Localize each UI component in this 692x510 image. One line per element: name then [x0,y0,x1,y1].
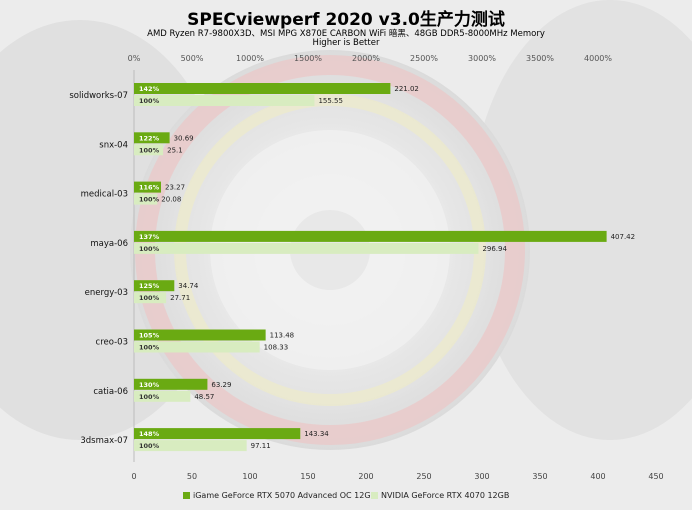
bar-series-2-ratio-label: 100% [139,294,160,302]
top-axis-tick-label: 3500% [526,54,554,63]
bar-series-1 [134,181,161,193]
bottom-axis-tick-label: 250 [416,472,431,481]
category-label: snx-04 [99,140,128,150]
bar-series-2-ratio-label: 100% [139,196,160,204]
bottom-axis-tick-label: 400 [590,472,605,481]
bar-series-1 [134,83,391,94]
bar-series-1-ratio-label: 137% [139,233,160,241]
top-axis-tick-label: 0% [128,54,141,63]
bar-series-1 [134,329,266,341]
bar-series-1 [134,132,170,144]
bar-series-1 [134,230,607,242]
bar-series-1-value-label: 143.34 [304,430,329,438]
bottom-axis-tick-label: 50 [187,472,197,481]
category-label: medical-03 [81,190,128,200]
legend-swatch-series-2 [371,492,378,499]
category-label: creo-03 [96,338,128,348]
bar-series-1 [134,428,301,440]
category-label: solidworks-07 [69,91,128,101]
top-axis-tick-label: 2500% [410,54,438,63]
bar-series-2-value-label: 27.71 [170,294,190,302]
bar-series-2-value-label: 155.55 [318,97,343,105]
category-label: catia-06 [93,387,128,397]
bar-series-1 [134,280,175,292]
top-axis-tick-label: 1000% [236,54,264,63]
bar-series-2-ratio-label: 100% [139,393,160,401]
bar-series-1-value-label: 221.02 [394,85,419,93]
bar-series-2-ratio-label: 100% [139,97,160,105]
bar-series-2-value-label: 48.57 [194,393,214,401]
chart-subtitle: AMD Ryzen R7-9800X3D、MSI MPG X870E CARBO… [147,29,545,39]
bar-series-2 [134,341,260,353]
bottom-axis-tick-label: 350 [532,472,547,481]
bar-series-2-value-label: 108.33 [264,344,289,352]
bar-series-1-value-label: 63.29 [211,381,231,389]
top-axis-tick-label: 500% [181,54,204,63]
bar-series-1-value-label: 30.69 [174,134,194,142]
top-axis-tick-label: 3000% [468,54,496,63]
bar-series-1-value-label: 407.42 [611,233,636,241]
legend-label-series-2: NVIDIA GeForce RTX 4070 12GB [381,491,509,500]
bar-series-1-ratio-label: 105% [139,332,160,340]
top-axis-tick-label: 4000% [584,54,612,63]
bar-series-1-ratio-label: 125% [139,282,160,290]
bar-series-1-value-label: 23.27 [165,184,185,192]
chart-title: SPECviewperf 2020 v3.0生产力测试 [187,10,505,30]
bar-series-1-ratio-label: 130% [139,381,160,389]
bar-series-2-ratio-label: 100% [139,245,160,253]
bar-series-2 [134,242,479,254]
chart-subtitle-note: Higher is Better [312,38,380,48]
bottom-axis-tick-label: 100 [242,472,257,481]
category-label: 3dsmax-07 [80,436,128,446]
bar-series-2 [134,292,167,304]
bottom-axis-tick-label: 450 [648,472,663,481]
bottom-axis-tick-label: 150 [300,472,315,481]
bar-series-2 [134,390,191,402]
top-axis-tick-label: 2000% [352,54,380,63]
bar-series-2-value-label: 97.11 [251,442,271,450]
bar-series-2 [134,193,158,205]
bar-series-2 [134,95,315,106]
category-label: energy-03 [85,288,128,298]
bar-series-2-ratio-label: 100% [139,442,160,450]
bar-series-2-value-label: 25.1 [167,146,183,154]
bar-series-1-value-label: 34.74 [178,282,199,290]
bottom-axis-tick-label: 0 [131,472,136,481]
bar-series-2-value-label: 20.08 [161,196,181,204]
legend-swatch-series-1 [183,492,190,499]
bar-series-2 [134,440,247,452]
bar-series-2 [134,144,164,156]
legend-label-series-1: iGame GeForce RTX 5070 Advanced OC 12GB [193,491,376,500]
bar-series-2-ratio-label: 100% [139,146,160,154]
bottom-axis-tick-label: 200 [358,472,373,481]
bar-series-1-ratio-label: 148% [139,430,160,438]
bar-series-2-ratio-label: 100% [139,344,160,352]
bar-series-1-value-label: 113.48 [270,332,295,340]
bottom-axis-tick-label: 300 [474,472,489,481]
category-label: maya-06 [90,239,128,249]
bar-series-1-ratio-label: 142% [139,85,160,93]
top-axis-tick-label: 1500% [294,54,322,63]
bar-series-1-ratio-label: 116% [139,184,160,192]
bar-series-1 [134,378,208,390]
bar-series-2-value-label: 296.94 [482,245,507,253]
bar-series-1-ratio-label: 122% [139,134,160,142]
